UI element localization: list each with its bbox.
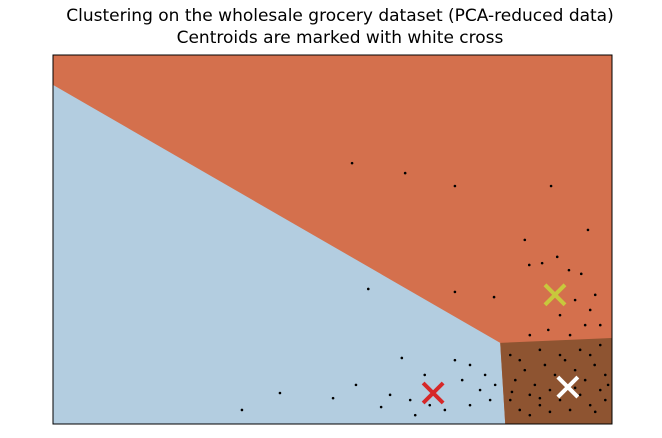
point [593, 410, 597, 414]
point [523, 368, 527, 372]
point [606, 383, 610, 387]
point [549, 184, 553, 188]
point [423, 373, 427, 377]
point [523, 238, 527, 242]
point [558, 353, 562, 357]
point [278, 391, 282, 395]
point [478, 388, 482, 392]
point [513, 378, 517, 382]
point [578, 393, 582, 397]
point [586, 228, 590, 232]
point [540, 261, 544, 265]
point [528, 333, 532, 337]
point [488, 398, 492, 402]
point [573, 386, 577, 390]
centroid [556, 375, 580, 399]
region [53, 84, 506, 424]
point [558, 313, 562, 317]
point [510, 390, 514, 394]
point [492, 295, 496, 299]
point [563, 358, 567, 362]
plot-frame [52, 54, 613, 425]
point [567, 268, 571, 272]
point [578, 348, 582, 352]
point [568, 333, 572, 337]
point [366, 287, 370, 291]
point [408, 398, 412, 402]
point [598, 343, 602, 347]
point [379, 405, 383, 409]
centroid [543, 283, 567, 307]
point [568, 408, 572, 412]
point [593, 363, 596, 367]
point [468, 403, 472, 407]
point [518, 408, 522, 412]
point [538, 403, 542, 407]
point [460, 378, 464, 382]
point [453, 358, 457, 362]
point [603, 373, 607, 377]
point [443, 408, 447, 412]
point [573, 298, 577, 302]
point [553, 373, 557, 377]
point [483, 373, 487, 377]
point [583, 323, 587, 327]
point [548, 410, 552, 414]
point [543, 363, 547, 367]
point [538, 348, 542, 352]
point [573, 368, 577, 372]
point [453, 184, 457, 188]
point [588, 308, 592, 312]
point [453, 290, 457, 294]
point [528, 393, 532, 397]
point [413, 413, 417, 417]
point [588, 353, 592, 357]
point [603, 398, 607, 402]
point [593, 293, 597, 297]
point [558, 398, 562, 402]
point [533, 383, 537, 387]
point [354, 383, 358, 387]
point [388, 393, 392, 397]
point [588, 403, 592, 407]
point [508, 353, 512, 357]
point [508, 398, 512, 402]
point [598, 323, 602, 327]
centroid [421, 381, 445, 405]
point [468, 363, 472, 367]
chart-title: Clustering on the wholesale grocery data… [66, 6, 614, 26]
point [240, 408, 244, 412]
point [598, 388, 602, 392]
point [527, 263, 531, 267]
point [583, 378, 587, 382]
point [528, 413, 532, 417]
point [518, 358, 522, 362]
point [555, 255, 559, 259]
point [400, 356, 404, 360]
point [546, 328, 550, 332]
point [331, 396, 335, 400]
region [500, 338, 612, 424]
point [579, 272, 583, 276]
point [538, 396, 542, 400]
chart-subtitle: Centroids are marked with white cross [177, 28, 504, 48]
point [548, 388, 552, 392]
point [403, 171, 407, 175]
point [493, 383, 497, 387]
point [428, 403, 432, 407]
point [350, 161, 354, 165]
